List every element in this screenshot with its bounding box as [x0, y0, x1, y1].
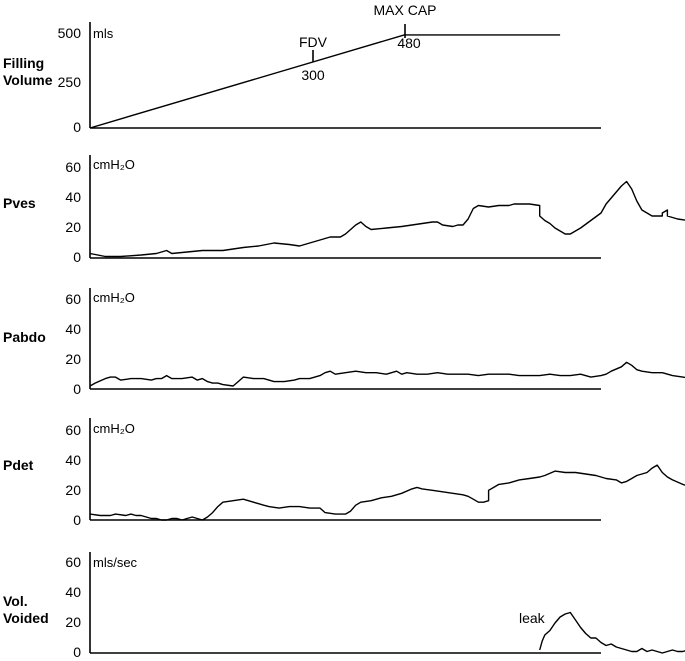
pves-trace — [89, 180, 685, 258]
panel-pdet: Pdet cmH₂O 0 20 40 60 — [3, 418, 685, 528]
panel-label-line-1: Filling — [3, 55, 44, 71]
y-tick-label: 60 — [65, 554, 81, 570]
max-cap-label: MAX CAP — [373, 2, 436, 18]
unit-label: mls/sec — [93, 555, 138, 570]
max-cap-value: 480 — [397, 35, 421, 51]
y-tick-label: 40 — [65, 584, 81, 600]
panel-label-line-2: Volume — [3, 72, 53, 88]
y-tick-label: 20 — [65, 482, 81, 498]
panel-label-line-1: Pdet — [3, 457, 34, 473]
y-tick-label: 40 — [65, 321, 81, 337]
fdv-value: 300 — [301, 67, 325, 83]
leak-annotation: leak — [519, 610, 546, 626]
y-tick-label: 0 — [73, 381, 81, 397]
y-tick-label: 60 — [65, 422, 81, 438]
panel-pabdo: Pabdo cmH₂O 0 20 40 60 — [3, 288, 685, 397]
y-tick-label: 250 — [58, 74, 82, 90]
y-tick-label: 0 — [73, 512, 81, 528]
y-tick-label: 20 — [65, 351, 81, 367]
y-tick-label: 20 — [65, 614, 81, 630]
y-tick-label: 0 — [73, 644, 81, 660]
panel-volume-voided: Vol. Voided mls/sec 0 20 40 60 leak — [3, 552, 685, 660]
unit-label: cmH₂O — [93, 421, 135, 436]
panel-filling-volume: Filling Volume mls 0 250 500 FDV 300 MAX… — [3, 2, 601, 135]
y-tick-label: 40 — [65, 189, 81, 205]
pabdo-trace — [89, 361, 685, 387]
panel-label-line-2: Voided — [3, 610, 49, 626]
panel-pves: Pves cmH₂O 0 20 40 60 — [3, 155, 685, 265]
voided-flow-trace — [539, 611, 685, 654]
y-tick-label: 20 — [65, 219, 81, 235]
y-tick-label: 500 — [58, 25, 82, 41]
panel-label-line-1: Pves — [3, 195, 36, 211]
y-tick-label: 0 — [73, 249, 81, 265]
y-tick-label: 0 — [73, 119, 81, 135]
y-tick-label: 60 — [65, 291, 81, 307]
panel-label-line-1: Vol. — [3, 593, 28, 609]
unit-label: cmH₂O — [93, 290, 135, 305]
pdet-trace — [89, 464, 685, 521]
y-tick-label: 40 — [65, 452, 81, 468]
y-tick-label: 60 — [65, 159, 81, 175]
unit-label: mls — [93, 26, 114, 41]
panel-label-line-1: Pabdo — [3, 329, 46, 345]
fdv-label: FDV — [299, 34, 328, 50]
unit-label: cmH₂O — [93, 157, 135, 172]
